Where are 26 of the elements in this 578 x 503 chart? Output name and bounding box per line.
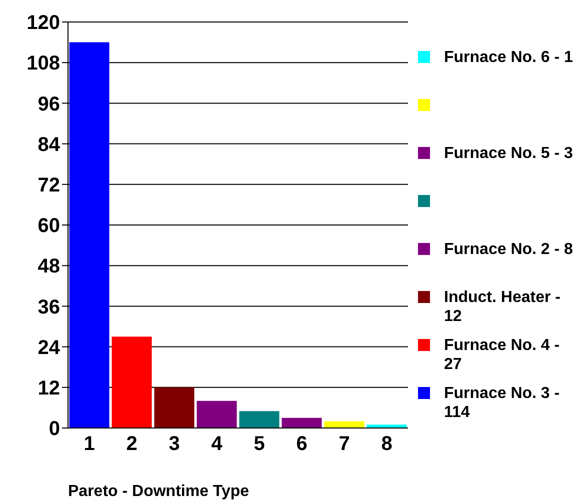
y-tick-label: 48 [38, 256, 60, 278]
legend-label: Induct. Heater - 12 [444, 288, 562, 326]
y-tick-label: 12 [38, 378, 60, 400]
y-tick-label: 120 [26, 12, 60, 34]
legend-label: Furnace No. 6 - 1 [444, 48, 573, 67]
y-tick-label: 60 [38, 215, 60, 238]
x-tick-label: 2 [126, 433, 138, 456]
x-tick-label: 6 [296, 433, 308, 456]
x-tick-label: 1 [84, 433, 95, 456]
y-tick-label: 108 [26, 52, 60, 75]
legend-label: Furnace No. 5 - 3 [444, 144, 573, 163]
y-tick-label: 84 [38, 134, 61, 156]
x-tick-label: 4 [211, 433, 224, 456]
x-tick-label: 3 [168, 433, 180, 456]
y-tick-label: 0 [48, 418, 60, 440]
y-tick-label: 96 [38, 93, 60, 116]
legend-label: Furnace No. 3 - 114 [444, 384, 561, 422]
legend-label: Furnace No. 4 - 27 [444, 336, 561, 374]
y-tick-label: 36 [38, 296, 60, 318]
y-tick-label: 24 [38, 336, 61, 359]
legend-label: Furnace No. 2 - 8 [444, 240, 573, 259]
x-axis-title: Pareto - Downtime Type [68, 483, 250, 501]
x-tick-label: 7 [338, 433, 350, 456]
x-tick-label: 8 [381, 433, 392, 456]
y-tick-label: 72 [38, 174, 60, 196]
x-tick-label: 5 [254, 433, 265, 456]
